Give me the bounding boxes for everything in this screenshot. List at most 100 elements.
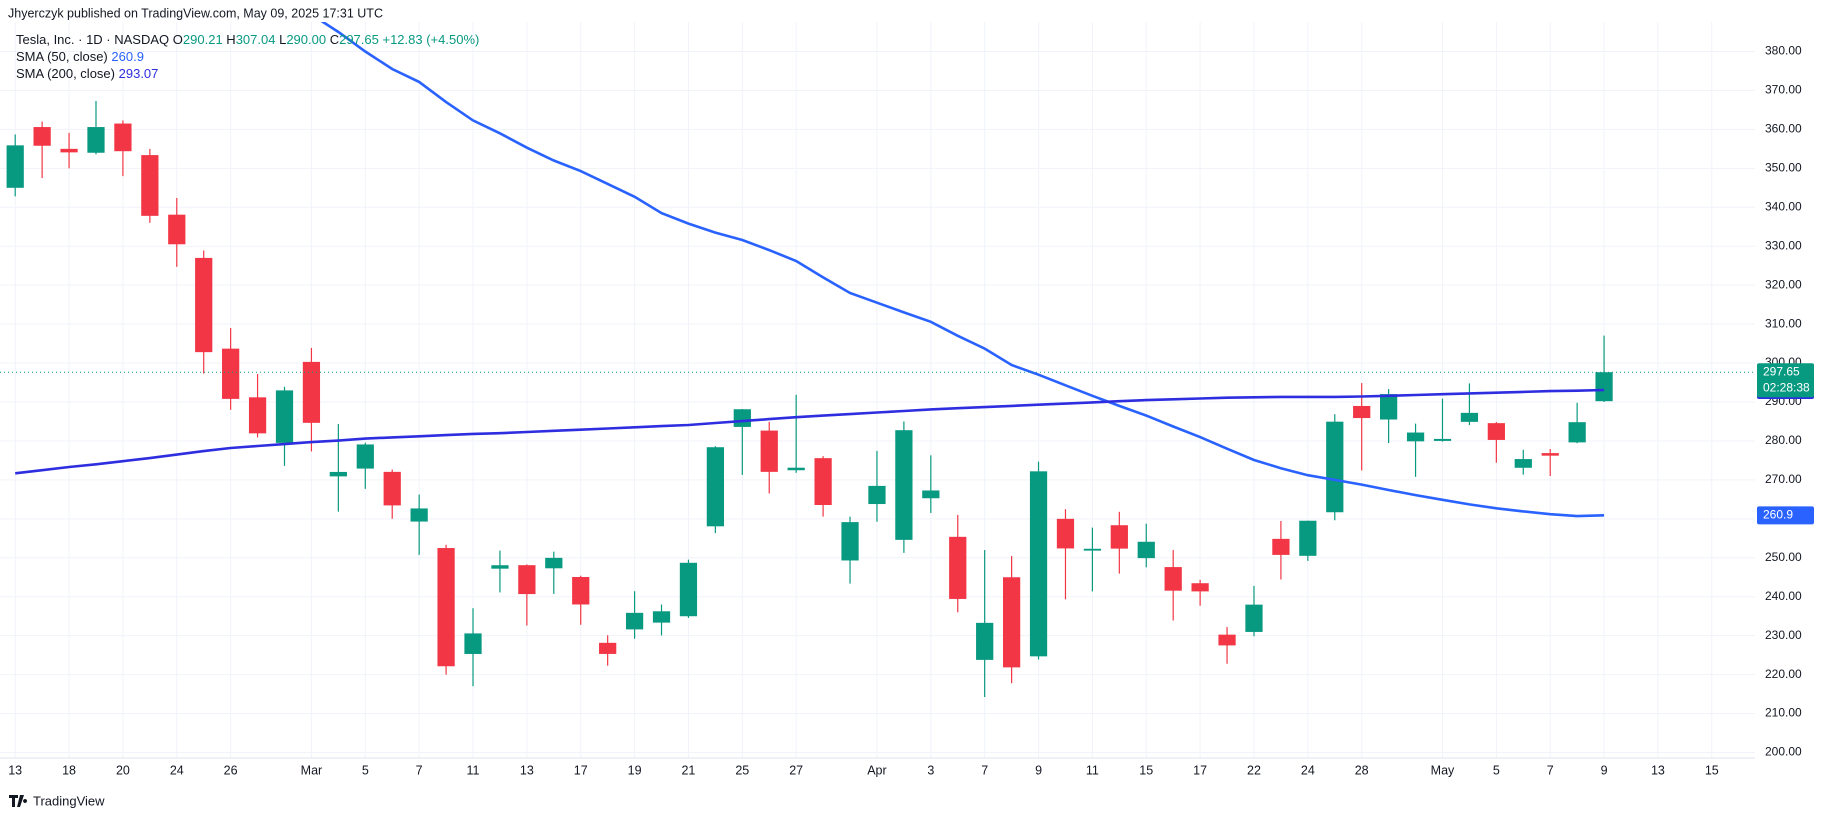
price-tag-label: 297.65 (1763, 364, 1800, 378)
ohlc-value: 290.00 (286, 32, 326, 47)
y-tick-label: 360.00 (1765, 122, 1802, 136)
y-tick-label: 230.00 (1765, 628, 1802, 642)
candle-body (814, 458, 832, 506)
x-tick-label: 5 (1493, 763, 1500, 777)
x-tick-label: 25 (735, 763, 749, 777)
candle-body (1380, 394, 1398, 420)
candle-body (733, 409, 751, 427)
candle-body (329, 471, 347, 477)
candle-body (1487, 423, 1505, 440)
candle-body (1083, 548, 1102, 551)
candle-body (949, 536, 967, 599)
candle-body (1595, 372, 1613, 402)
plot-area (6, 22, 1613, 698)
candle-body (1433, 438, 1452, 441)
y-tick-label: 200.00 (1765, 745, 1802, 759)
candle-body (410, 508, 428, 522)
x-tick-label: 7 (416, 763, 423, 777)
legend-name: SMA (50, close) (16, 49, 108, 64)
candle-body (652, 611, 671, 623)
y-tick-label: 340.00 (1765, 199, 1802, 213)
candle-body (168, 214, 186, 245)
candle-body (1164, 567, 1182, 591)
sma-line (320, 22, 1605, 518)
candle-body (545, 557, 563, 569)
x-tick-label: 17 (574, 763, 588, 777)
candle-body (275, 390, 294, 443)
x-tick-label: 22 (1247, 763, 1261, 777)
y-tick-label: 210.00 (1765, 706, 1802, 720)
candle-body (1191, 583, 1209, 592)
candle-body (248, 397, 267, 434)
candle-body (599, 642, 617, 654)
candle-body (787, 467, 805, 471)
ohlc-prefix: L (279, 32, 286, 47)
ohlc-value: 307.04 (236, 32, 276, 47)
candle-body (1110, 525, 1128, 549)
candle-body (976, 622, 994, 660)
x-tick-label: 24 (1301, 763, 1315, 777)
y-tick-label: 380.00 (1765, 44, 1802, 58)
ohlc-prefix: O (173, 32, 183, 47)
candle-body (922, 490, 940, 499)
candle-body (1568, 422, 1586, 443)
price-tag-label: 260.9 (1763, 508, 1793, 522)
candle-body (760, 430, 778, 472)
candle-body (1299, 520, 1317, 556)
x-tick-label: 7 (981, 763, 988, 777)
candle-body (1002, 577, 1021, 668)
price-tag (1757, 363, 1814, 398)
x-tick-label: 20 (116, 763, 130, 777)
candle-body (464, 633, 482, 654)
candle-body (1245, 604, 1263, 632)
candle-body (222, 348, 240, 399)
x-tick-label: 19 (628, 763, 642, 777)
x-tick-label: 28 (1355, 763, 1369, 777)
x-tick-label: 11 (467, 763, 480, 777)
legend-name: SMA (200, close) (16, 66, 115, 81)
x-tick-label: 13 (8, 763, 22, 777)
candle-body (1514, 459, 1532, 468)
x-tick-label: 13 (520, 763, 534, 777)
y-tick-label: 240.00 (1765, 589, 1802, 603)
y-tick-label: 350.00 (1765, 161, 1802, 175)
legend-value: 260.9 (111, 49, 144, 64)
y-tick-label: 320.00 (1765, 277, 1802, 291)
x-tick-label: Apr (867, 763, 886, 777)
x-tick-label: 26 (224, 763, 238, 777)
candle-body (572, 577, 590, 605)
candle-body (1272, 538, 1290, 555)
legend-ohlc: Tesla, Inc. · 1D · NASDAQ O290.21 H307.0… (16, 32, 479, 47)
y-tick-label: 270.00 (1765, 472, 1802, 486)
x-tick-label: May (1431, 763, 1455, 777)
brand-logo (9, 795, 28, 807)
candle-body (141, 155, 159, 216)
y-tick-label: 250.00 (1765, 550, 1802, 564)
price-tag (1757, 506, 1814, 525)
candle-body (1326, 421, 1344, 513)
x-tick-label: 3 (927, 763, 934, 777)
x-tick-label: 18 (62, 763, 76, 777)
ohlc-value: 297.65 (339, 32, 379, 47)
publisher-line: Jhyerczyk published on TradingView.com, … (8, 6, 383, 20)
candle-body (60, 148, 78, 153)
candle-body (302, 361, 321, 423)
candle-body (895, 430, 913, 540)
x-tick-label: 21 (681, 763, 695, 777)
candle-body (1218, 634, 1236, 646)
x-tick-label: 9 (1035, 763, 1042, 777)
candle-body (679, 562, 698, 617)
candle-body (841, 522, 859, 561)
candle-body (6, 145, 24, 188)
y-tick-label: 280.00 (1765, 433, 1802, 447)
candle-body (1460, 412, 1479, 422)
y-tick-label: 220.00 (1765, 667, 1802, 681)
brand: TradingView (9, 793, 105, 808)
candle-body (1056, 518, 1075, 549)
x-tick-label: 15 (1705, 763, 1719, 777)
candle-body (1406, 432, 1425, 442)
ohlc-prefix: C (330, 32, 339, 47)
candle-body (87, 127, 105, 153)
x-tick-label: Mar (301, 763, 323, 777)
